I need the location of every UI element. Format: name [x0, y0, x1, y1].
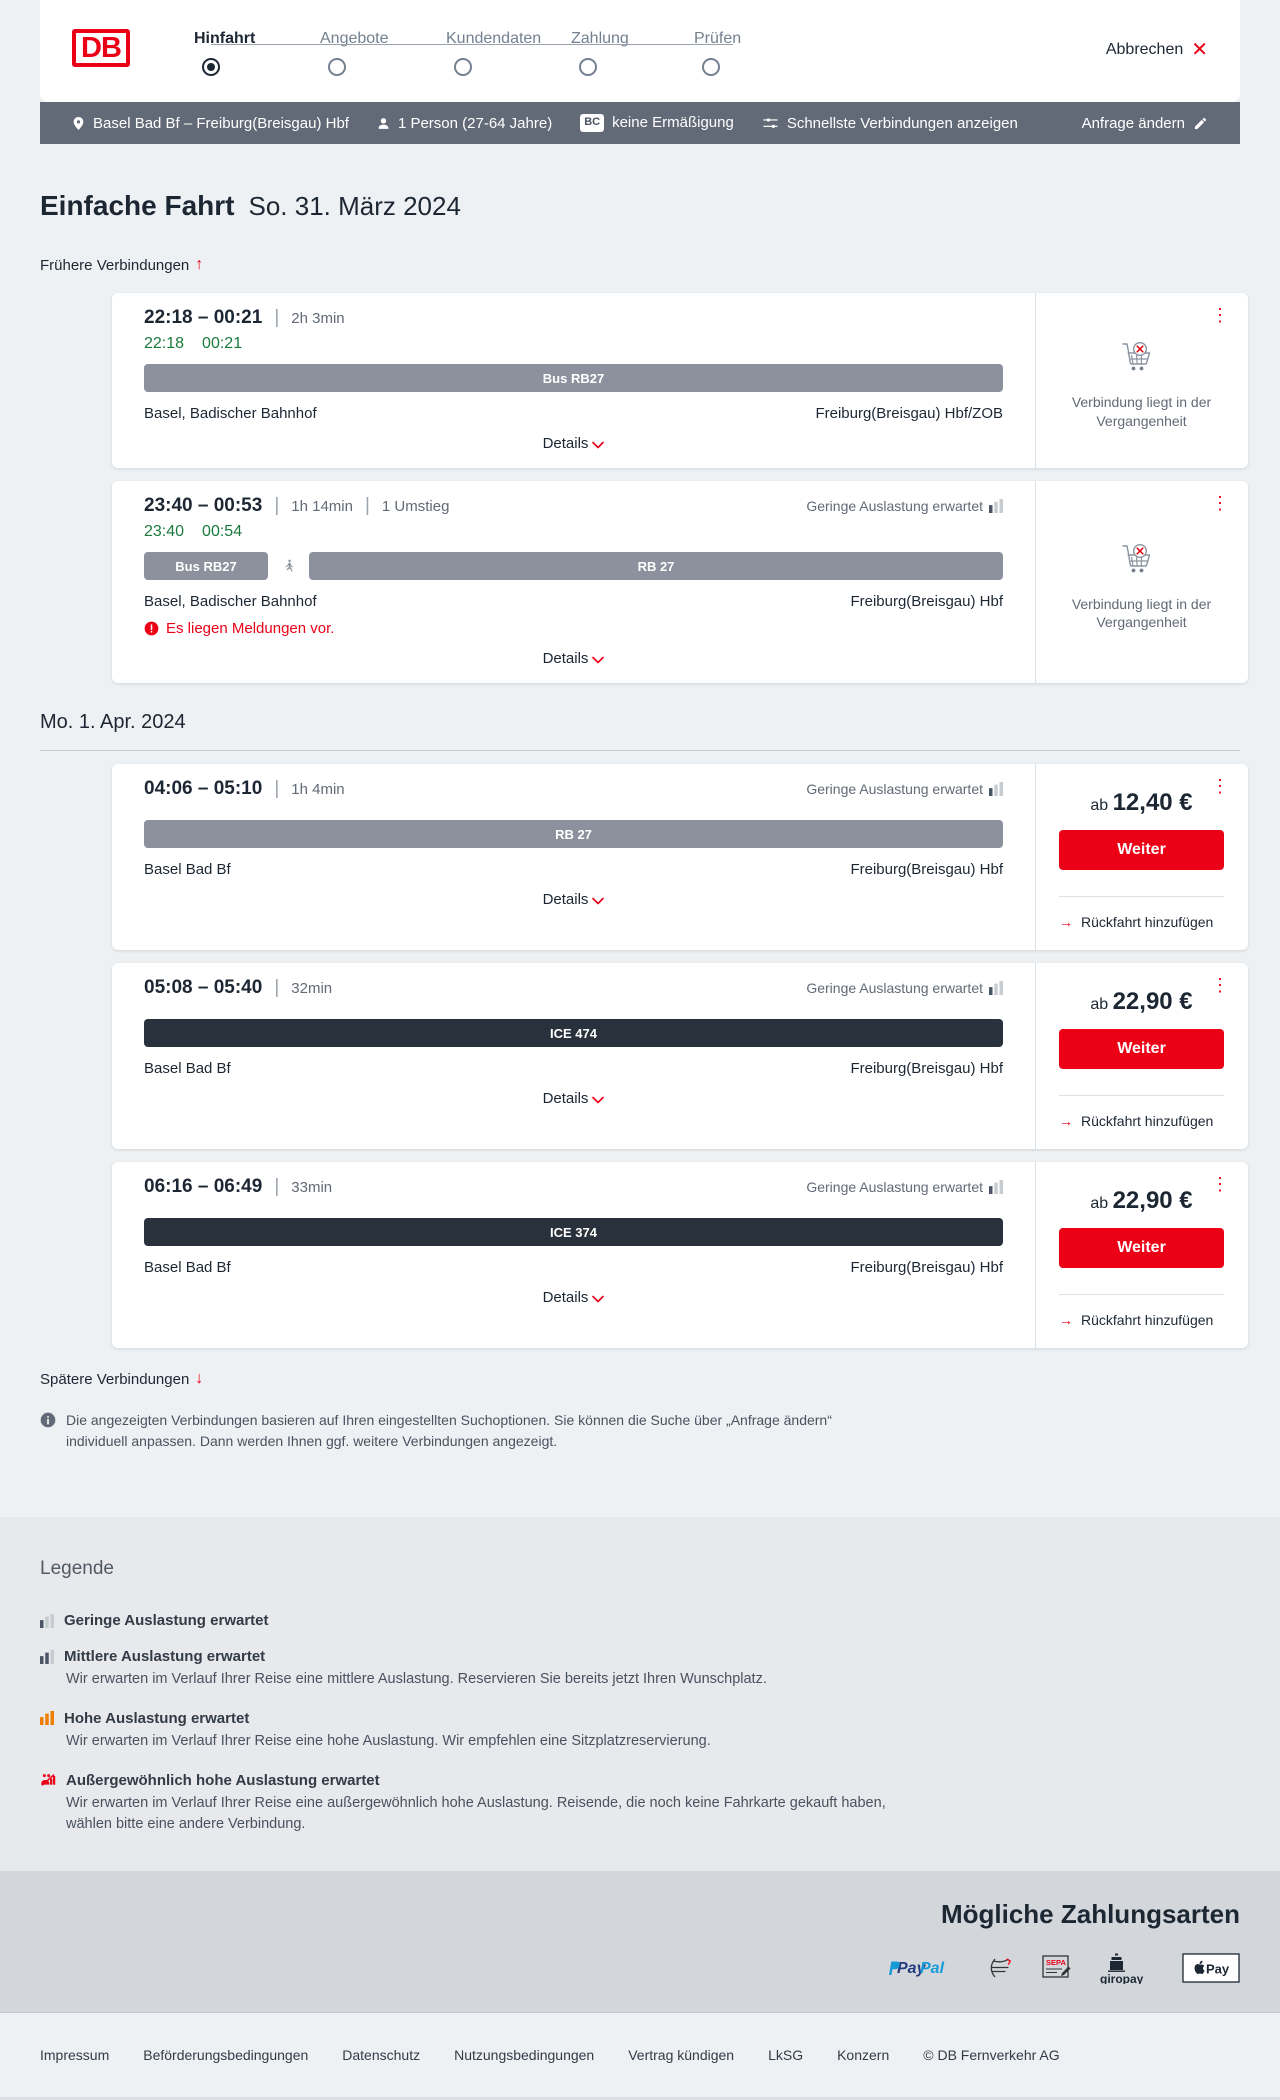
- svg-text:giropay: giropay: [1100, 1972, 1144, 1984]
- svg-text:Pay: Pay: [1206, 1962, 1230, 1977]
- svg-text:Pal: Pal: [920, 1960, 945, 1977]
- svg-text:SEPA: SEPA: [1046, 1958, 1066, 1967]
